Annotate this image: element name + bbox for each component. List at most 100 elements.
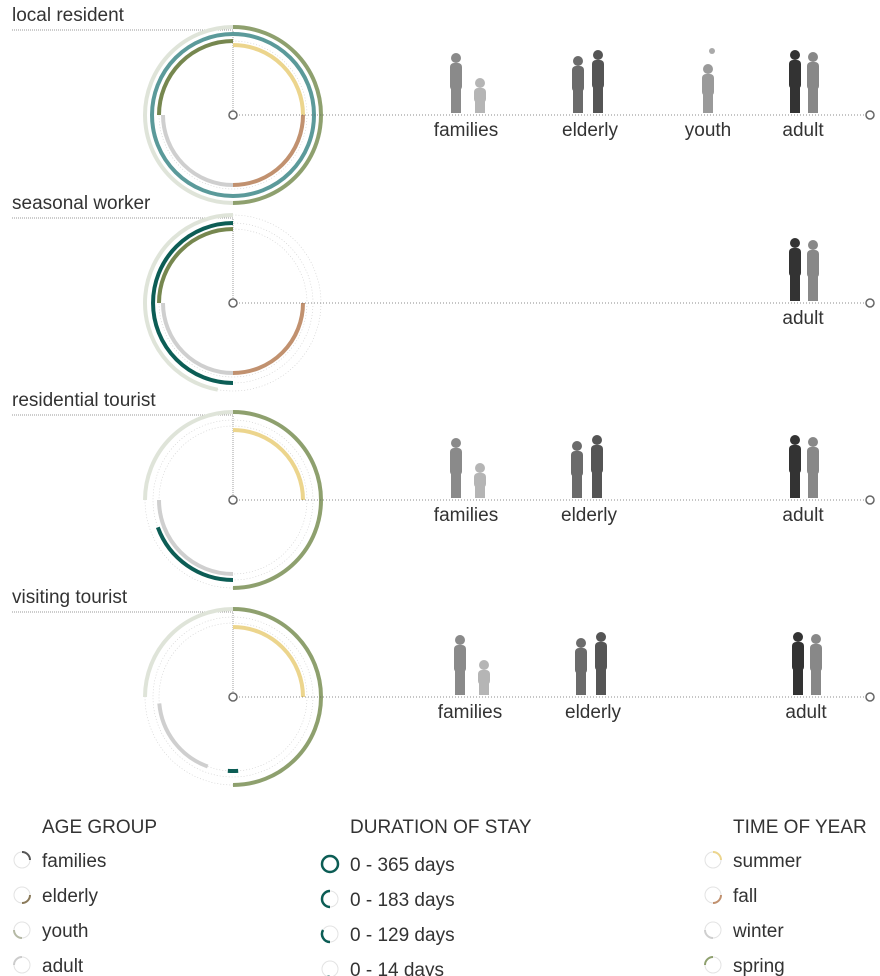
- ring-arc: [157, 703, 209, 769]
- group-label: families: [438, 702, 502, 723]
- guide-ring: [158, 622, 308, 772]
- ring-arc: [13, 929, 23, 939]
- legs: [793, 669, 803, 695]
- body: [789, 60, 801, 89]
- ring-arc: [157, 227, 234, 304]
- body: [810, 644, 822, 672]
- legs: [592, 472, 602, 498]
- group-label: adult: [782, 120, 824, 141]
- ring-arc: [320, 929, 331, 944]
- body: [450, 448, 462, 476]
- group-label: adult: [782, 505, 824, 526]
- legs: [479, 683, 489, 695]
- body: [807, 62, 819, 90]
- head: [593, 50, 603, 60]
- row-label: residential tourist: [12, 390, 156, 411]
- legs: [596, 669, 606, 695]
- ring-arc: [143, 607, 234, 698]
- ring-arc: [232, 25, 323, 205]
- body: [591, 445, 603, 474]
- legend-label: 0 - 14 days: [350, 960, 444, 976]
- head: [793, 632, 803, 642]
- ring-arc: [143, 25, 234, 205]
- head: [475, 78, 485, 88]
- guide-ring: [158, 425, 308, 575]
- legs: [475, 101, 485, 113]
- end-node: [865, 692, 875, 702]
- group-label: families: [434, 505, 498, 526]
- group-label: adult: [785, 702, 827, 723]
- head: [811, 634, 821, 644]
- legs: [475, 486, 485, 498]
- head: [451, 438, 461, 448]
- leader-line: [12, 217, 234, 303]
- people-figure: [450, 438, 486, 498]
- body: [789, 248, 801, 277]
- legend-label: 0 - 129 days: [350, 925, 455, 946]
- head: [790, 50, 800, 60]
- ring-arc: [157, 39, 234, 116]
- leader-line: [12, 29, 234, 115]
- head: [592, 435, 602, 445]
- people-figure: [789, 238, 819, 301]
- legs: [790, 87, 800, 113]
- group-label: families: [434, 120, 498, 141]
- head: [455, 635, 465, 645]
- legs: [572, 475, 582, 498]
- legend-label: fall: [733, 886, 757, 907]
- head: [479, 660, 489, 670]
- legend-label: 0 - 183 days: [350, 890, 455, 911]
- body: [595, 642, 607, 671]
- ring-arc: [161, 114, 234, 187]
- body: [571, 451, 583, 477]
- ball: [709, 48, 715, 54]
- ring: [320, 854, 340, 874]
- head: [596, 632, 606, 642]
- head: [576, 638, 586, 648]
- legend-title: AGE GROUP: [42, 817, 157, 838]
- ring-arc: [151, 221, 234, 385]
- legs: [455, 670, 465, 695]
- ring-arc: [157, 499, 234, 576]
- people-figure: [789, 435, 819, 498]
- legend-title: TIME OF YEAR: [733, 817, 867, 838]
- head: [808, 240, 818, 250]
- ring-arc: [143, 213, 234, 392]
- legs: [808, 276, 818, 301]
- legend-label: adult: [42, 956, 84, 976]
- ring-arc: [232, 43, 305, 116]
- ring-arc: [161, 302, 234, 375]
- people-figure: [571, 435, 603, 498]
- ring-arc: [704, 929, 714, 939]
- head: [808, 52, 818, 62]
- ring-arc: [232, 607, 323, 787]
- people-figure: [572, 50, 604, 113]
- head: [573, 56, 583, 66]
- body: [592, 60, 604, 89]
- ring-arc: [21, 894, 31, 904]
- center-node: [228, 495, 238, 505]
- body: [807, 447, 819, 475]
- legend-title: DURATION OF STAY: [350, 817, 532, 838]
- body: [575, 648, 587, 674]
- center-node: [228, 298, 238, 308]
- legs: [811, 670, 821, 695]
- body: [450, 63, 462, 91]
- legs: [703, 94, 713, 113]
- group-label: elderly: [565, 702, 621, 723]
- people-figure: [792, 632, 822, 695]
- body: [478, 670, 490, 685]
- legs: [790, 275, 800, 301]
- legs: [451, 88, 461, 113]
- body: [702, 74, 714, 96]
- head: [572, 441, 582, 451]
- legs: [808, 88, 818, 113]
- ring-arc: [21, 851, 31, 861]
- guide-ring: [152, 616, 314, 778]
- legend-label: spring: [733, 956, 785, 976]
- row-label: seasonal worker: [12, 193, 151, 214]
- legs: [576, 672, 586, 695]
- head: [451, 53, 461, 63]
- end-node: [865, 495, 875, 505]
